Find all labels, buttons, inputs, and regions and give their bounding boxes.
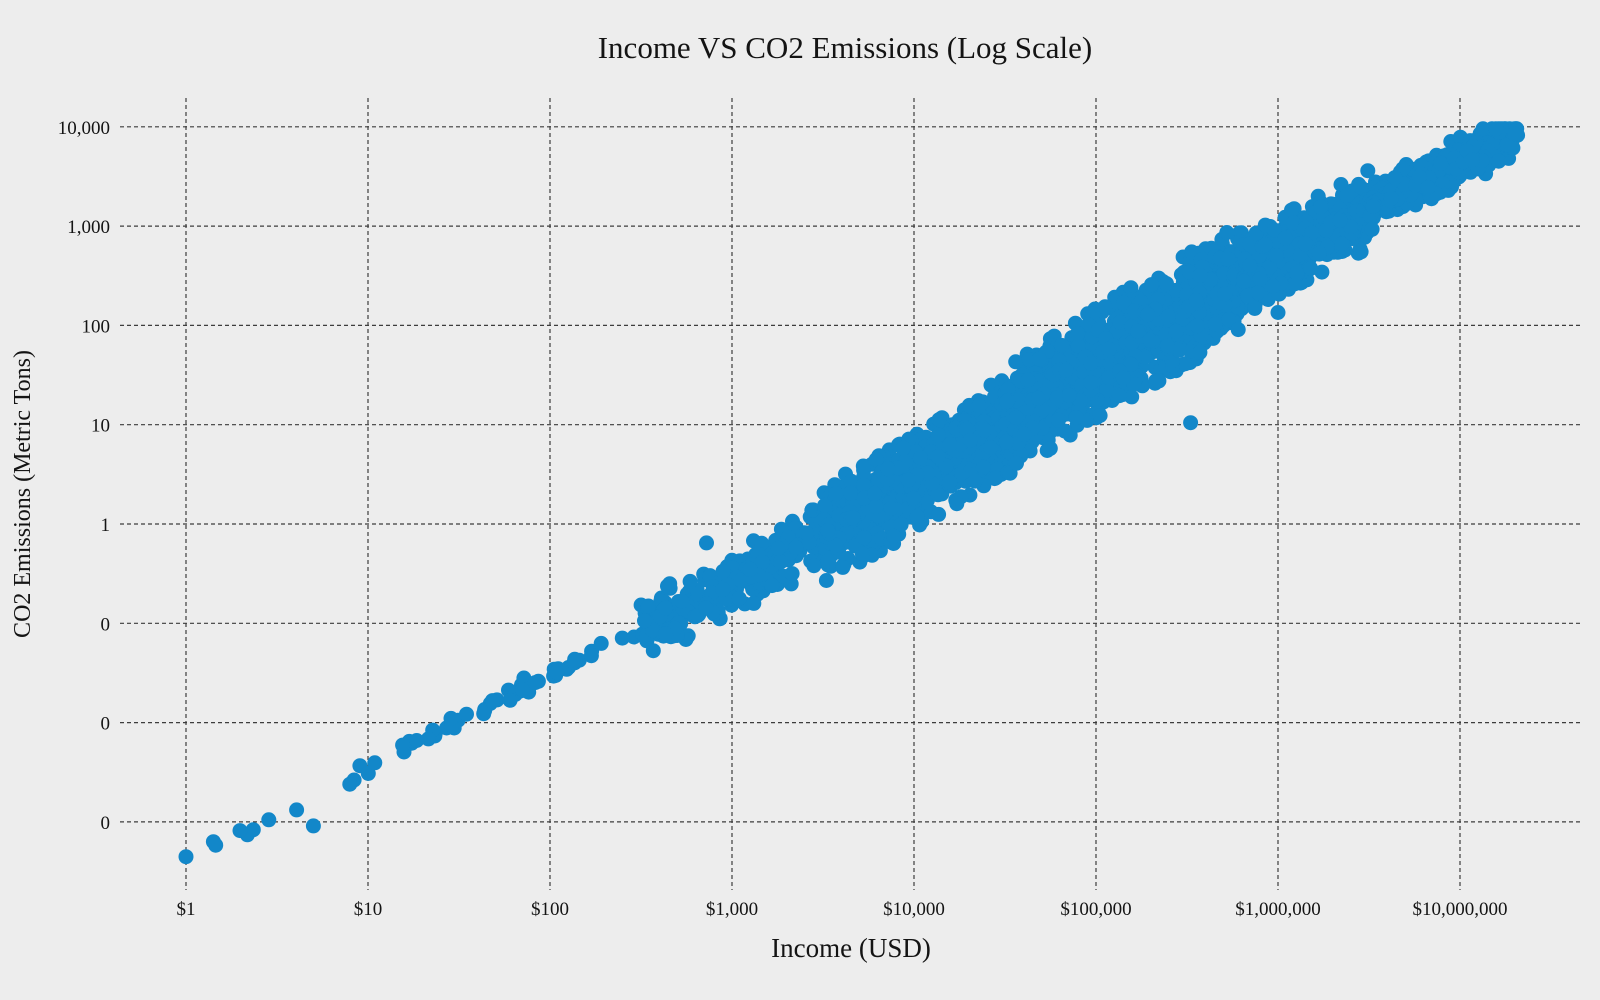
x-tick-label: $1 [177, 899, 196, 920]
gridlines [120, 98, 1583, 890]
x-tick-label: $1,000 [706, 899, 758, 920]
y-axis-title: CO2 Emissions (Metric Tons) [10, 350, 36, 638]
y-tick-label: 10 [91, 416, 110, 437]
x-tick-label: $10,000,000 [1413, 899, 1508, 920]
x-tick-label: $1,000,000 [1235, 899, 1321, 920]
y-tick-label: 0 [101, 614, 111, 635]
x-tick-label: $10,000 [883, 899, 945, 920]
y-tick-label: 0 [101, 714, 111, 735]
x-tick-label: $100 [531, 899, 569, 920]
y-tick-label: 1 [101, 515, 111, 536]
y-tick-label: 10,000 [58, 118, 110, 139]
chart-title: Income VS CO2 Emissions (Log Scale) [598, 30, 1093, 65]
x-tick-label: $10 [354, 899, 383, 920]
y-tick-label: 100 [82, 316, 111, 337]
x-axis-title: Income (USD) [771, 933, 931, 963]
x-tick-label: $100,000 [1060, 899, 1131, 920]
y-tick-label: 0 [101, 813, 111, 834]
y-tick-label: 1,000 [67, 217, 110, 238]
axis-tick-labels: $1 $10 $100 $1,000 $10,000 $100,000 $1,000,000… [58, 118, 1508, 920]
scatter-series [178, 121, 1526, 865]
